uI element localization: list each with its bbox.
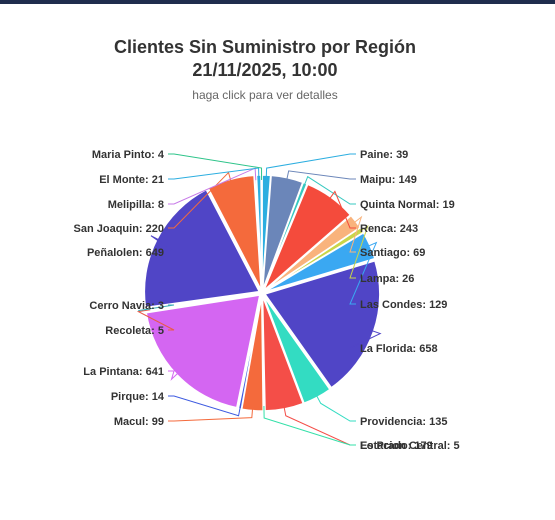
chart-subtitle[interactable]: haga click para ver detalles [192,88,338,102]
data-label: Maipu: 149 [360,174,417,186]
data-label: Lampa: 26 [360,273,414,285]
leader-line [302,175,356,205]
leader-line [168,167,260,181]
leader-line [168,405,254,422]
data-label: Cerro Navia: 3 [89,300,164,312]
pie-slices [143,174,381,412]
data-label: La Pintana: 641 [83,366,164,378]
leader-line [168,171,233,229]
data-label: Quinta Normal: 19 [360,199,455,211]
chart-title-date: 21/11/2025, 10:00 [192,60,338,80]
data-label: Lo Prado: 179 [360,440,433,452]
leader-lines [136,153,382,446]
leader-line [349,225,369,279]
leader-line [285,170,356,183]
data-label: Las Condes: 129 [360,299,447,311]
leader-line [136,309,175,331]
leader-line [263,405,356,446]
data-label: Peñalolen: 649 [87,247,164,259]
leader-line [283,403,356,446]
data-label: Estacion Central: 5 [360,440,460,452]
leader-line [168,395,242,417]
leader-line [327,190,356,229]
leader-line [168,167,257,205]
chart-title: Clientes Sin Suministro por Región [113,37,417,57]
data-label: La Florida: 658 [360,343,438,355]
data-label: Macul: 99 [114,416,164,428]
leader-line [138,304,175,312]
data-label: Providencia: 135 [360,416,447,428]
leader-line [314,392,356,422]
data-label: Melipilla: 8 [108,199,164,211]
data-label: Recoleta: 5 [105,325,164,337]
leader-line [349,215,363,253]
pie-slice-maria-pinto[interactable] [260,174,263,291]
data-label: San Joaquin: 220 [74,223,164,235]
leader-line [150,235,176,253]
leader-line [349,241,378,305]
top-accent-bar [0,0,555,4]
leader-line [265,153,356,181]
leader-line [168,370,181,381]
data-label: El Monte: 21 [99,174,164,186]
leader-line [168,153,263,181]
data-label: Maria Pinto: 4 [92,149,165,161]
data-label: Pirque: 14 [111,391,165,403]
data-label: Paine: 39 [360,149,408,161]
leader-line [349,329,382,349]
data-labels: Paine: 39 Maipu: 149 Quinta Normal: 19 Renc… [74,149,460,452]
data-label: Renca: 243 [360,223,418,235]
data-label: Santiago: 69 [360,247,425,259]
